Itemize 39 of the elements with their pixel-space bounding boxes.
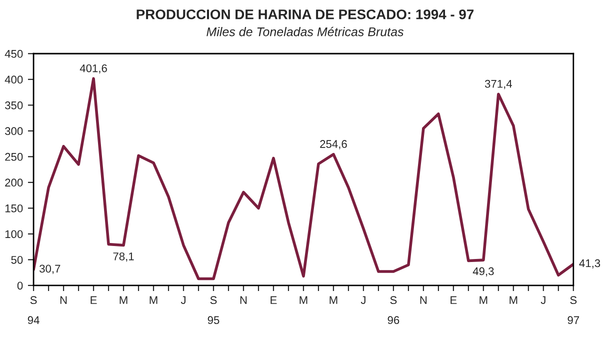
chart-title: PRODUCCION DE HARINA DE PESCADO: 1994 - 97 — [136, 9, 474, 20]
x-tick-label: M — [300, 296, 308, 304]
x-tick-label: M — [330, 296, 338, 304]
x-tick-label: E — [90, 296, 97, 304]
chart-subtitle: Miles de Toneladas Métricas Brutas — [206, 26, 404, 36]
line-series — [34, 77, 574, 280]
x-tick-label: S 94 — [28, 296, 40, 324]
x-tick-label: S 95 — [208, 296, 220, 324]
x-tick-label: J — [540, 296, 546, 304]
y-tick-label: 350 — [5, 101, 23, 110]
x-tick-label: J — [180, 296, 186, 304]
data-label: 254,6 — [320, 140, 347, 150]
x-tick-label: E — [270, 296, 277, 304]
data-label: 78,1 — [113, 252, 134, 262]
y-tick-label: 150 — [5, 204, 23, 212]
y-tick-label: 0 — [17, 282, 23, 290]
x-tick-label: E — [450, 296, 457, 304]
y-tick-label: 450 — [4, 50, 23, 58]
x-tick-label: M — [510, 296, 518, 304]
data-label: 30,7 — [40, 264, 60, 274]
y-tick-label: 400 — [4, 76, 23, 84]
x-tick-label: N — [420, 296, 427, 304]
x-tick-label: M — [480, 296, 488, 304]
data-label: 49,3 — [472, 267, 494, 276]
data-label: 41,3 — [579, 259, 600, 268]
y-tick-label: 50 — [11, 256, 23, 264]
x-tick-label: M — [150, 296, 158, 304]
y-tick-label: 200 — [5, 178, 23, 187]
y-tick-label: 250 — [5, 152, 23, 161]
x-tick-label: S 97 — [568, 296, 580, 324]
x-tick-label: S 96 — [388, 296, 400, 324]
y-tick-label: 100 — [5, 230, 23, 238]
x-tick-label: M — [120, 296, 128, 304]
x-tick-label: J — [360, 296, 366, 304]
y-tick-label: 300 — [5, 127, 23, 136]
x-tick-label: N — [60, 296, 67, 304]
x-tick-label: N — [240, 296, 247, 304]
data-label: 401,6 — [80, 64, 107, 74]
data-label: 371,4 — [484, 80, 512, 90]
